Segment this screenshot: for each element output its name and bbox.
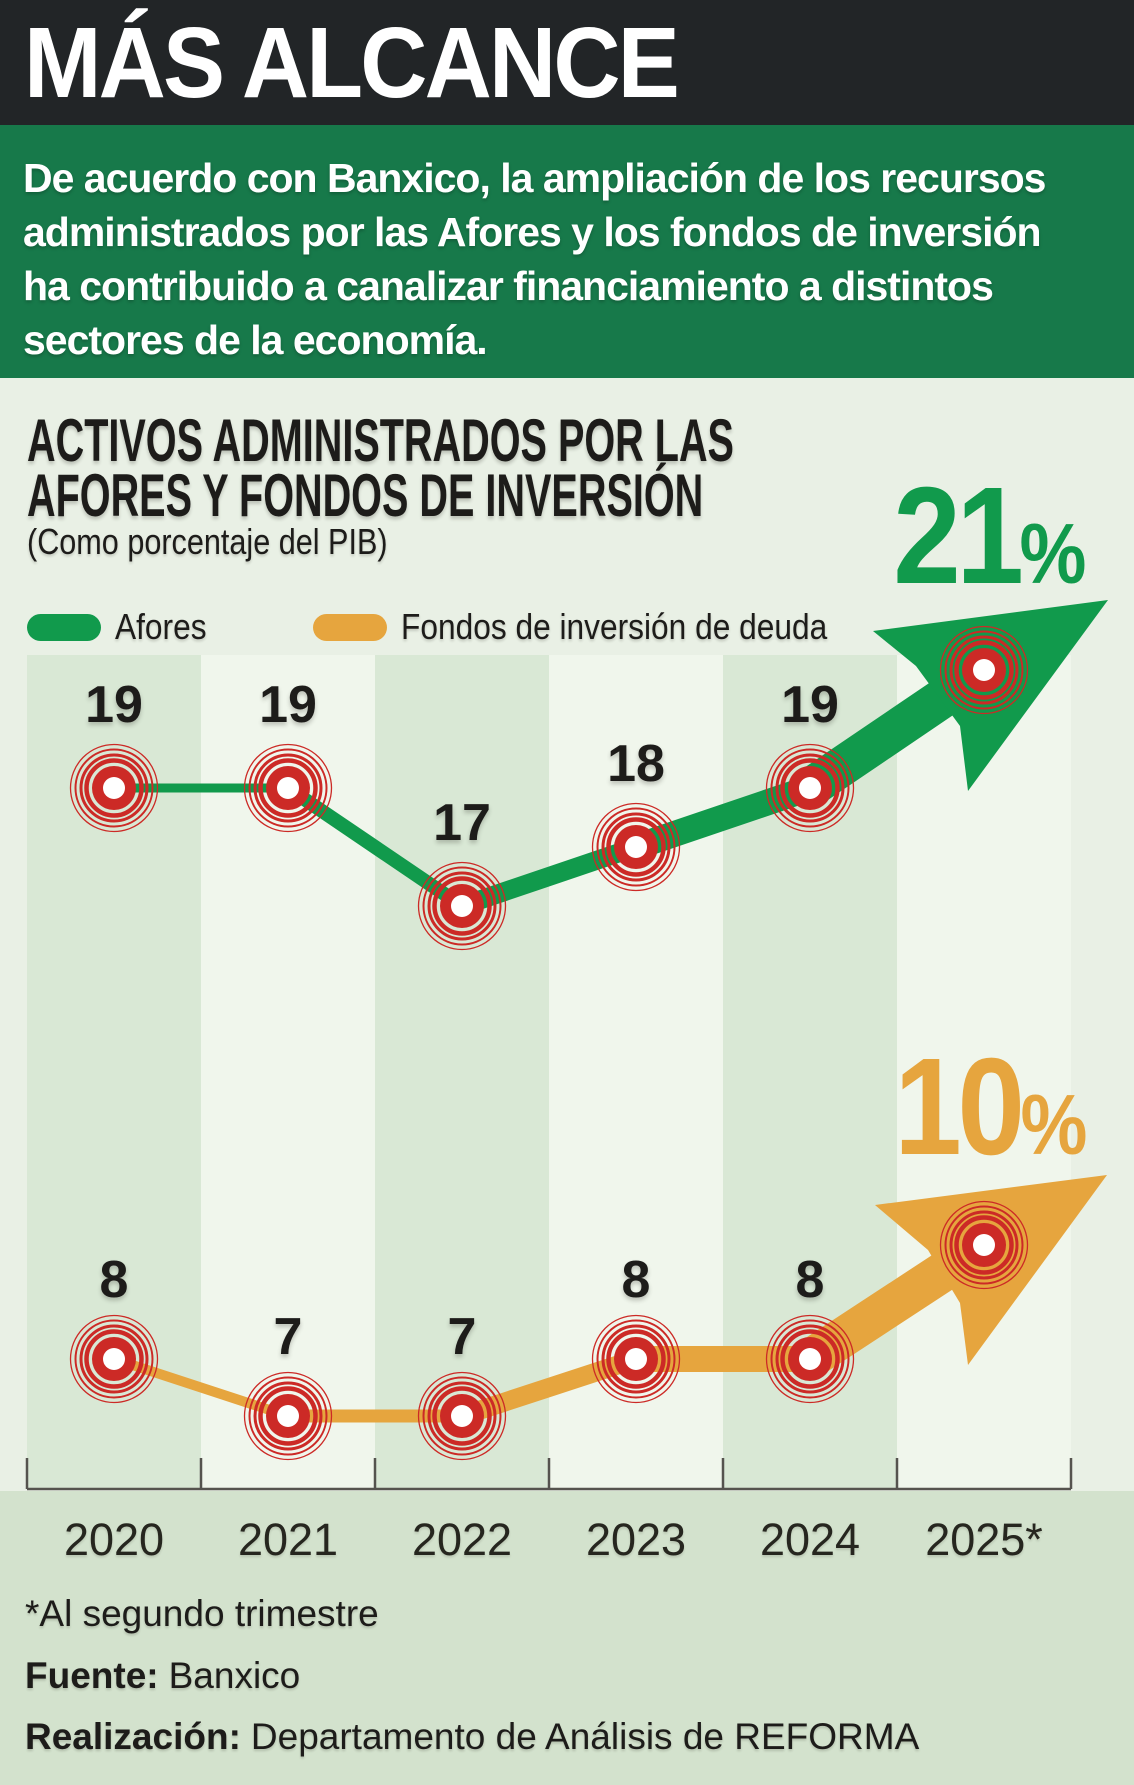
data-point-marker <box>591 1314 681 1404</box>
intro-text: De acuerdo con Banxico, la ampliación de… <box>0 125 1134 367</box>
data-point-marker <box>591 802 681 892</box>
value-label: 8 <box>100 1251 129 1309</box>
series-fondos: 8 7 7 8 8 <box>69 1175 1107 1461</box>
end-value-fondos: 10% <box>894 1030 1087 1184</box>
data-point-marker <box>417 1371 507 1461</box>
x-axis-label: 2021 <box>238 1514 338 1565</box>
x-axis-label: 2024 <box>760 1514 860 1565</box>
series-segment <box>623 775 823 860</box>
value-label: 18 <box>607 735 665 793</box>
data-point-marker <box>243 1371 333 1461</box>
data-point-marker <box>765 743 855 833</box>
value-label: 8 <box>622 1251 651 1309</box>
source-label: Fuente: <box>25 1655 159 1696</box>
intro-text-line: ha contribuido a canalizar financiamient… <box>23 263 994 309</box>
intro-text-line: sectores de la economía. <box>23 317 488 363</box>
end-value-afores: 21% <box>893 459 1086 613</box>
credit-text: Departamento de Análisis de REFORMA <box>250 1716 920 1757</box>
value-label: 7 <box>274 1308 303 1366</box>
year-band <box>897 655 1071 1489</box>
credit-line: Realización: Departamento de Análisis de … <box>25 1716 919 1758</box>
series-segment <box>452 837 646 916</box>
value-label: 19 <box>259 676 317 734</box>
intro-banner: De acuerdo con Banxico, la ampliación de… <box>0 125 1134 378</box>
x-axis-label: 2025* <box>925 1514 1043 1565</box>
data-point-marker <box>939 625 1029 715</box>
legend-item-fondos: Fondos de inversión de deuda <box>313 606 885 648</box>
intro-text-line: De acuerdo con Banxico, la ampliación de… <box>23 155 1046 201</box>
series-afores: 19 19 17 18 19 <box>69 600 1108 951</box>
x-axis-label: 2023 <box>586 1514 686 1565</box>
legend-label-afores: Afores <box>115 606 207 647</box>
page-title: MÁS ALCANCE <box>24 7 680 119</box>
chart-title-line: AFORES Y FONDOS DE INVERSIÓN <box>27 462 704 529</box>
legend-label-fondos: Fondos de inversión de deuda <box>401 606 828 647</box>
series-segment <box>281 781 469 913</box>
chart-subtitle: (Como porcentaje del PIB) <box>27 521 388 562</box>
value-label: 17 <box>433 794 491 852</box>
chart-title: ACTIVOS ADMINISTRADOS POR LAS AFORES Y FO… <box>27 407 734 529</box>
legend-swatch-afores <box>27 613 101 641</box>
credit-label: Realización: <box>25 1716 241 1757</box>
x-axis-label: 2020 <box>64 1514 164 1565</box>
value-label: 8 <box>796 1251 825 1309</box>
value-label: 7 <box>448 1308 477 1366</box>
footer-band <box>0 1491 1134 1785</box>
data-point-marker <box>243 743 333 833</box>
intro-text-line: administrados por las Afores y los fondo… <box>23 209 1042 255</box>
header-bar: MÁS ALCANCE <box>0 0 1134 125</box>
value-label: 19 <box>781 676 839 734</box>
series-segment <box>109 1354 293 1421</box>
footnote: *Al segundo trimestre <box>25 1593 379 1635</box>
value-label: 19 <box>85 676 143 734</box>
data-point-marker <box>417 861 507 951</box>
source-text: Banxico <box>168 1655 301 1696</box>
data-point-marker <box>939 1200 1029 1290</box>
x-axis-label: 2022 <box>412 1514 512 1565</box>
year-band <box>375 655 549 1489</box>
legend-swatch-fondos <box>313 613 387 641</box>
data-point-marker <box>765 1314 855 1404</box>
data-point-marker <box>69 1314 159 1404</box>
data-point-marker <box>69 743 159 833</box>
footnote-text: *Al segundo trimestre <box>25 1593 379 1634</box>
legend-item-afores: Afores <box>27 606 219 648</box>
series-segment <box>452 1349 646 1426</box>
source-line: Fuente: Banxico <box>25 1655 300 1697</box>
chart-title-line: ACTIVOS ADMINISTRADOS POR LAS <box>27 407 734 474</box>
